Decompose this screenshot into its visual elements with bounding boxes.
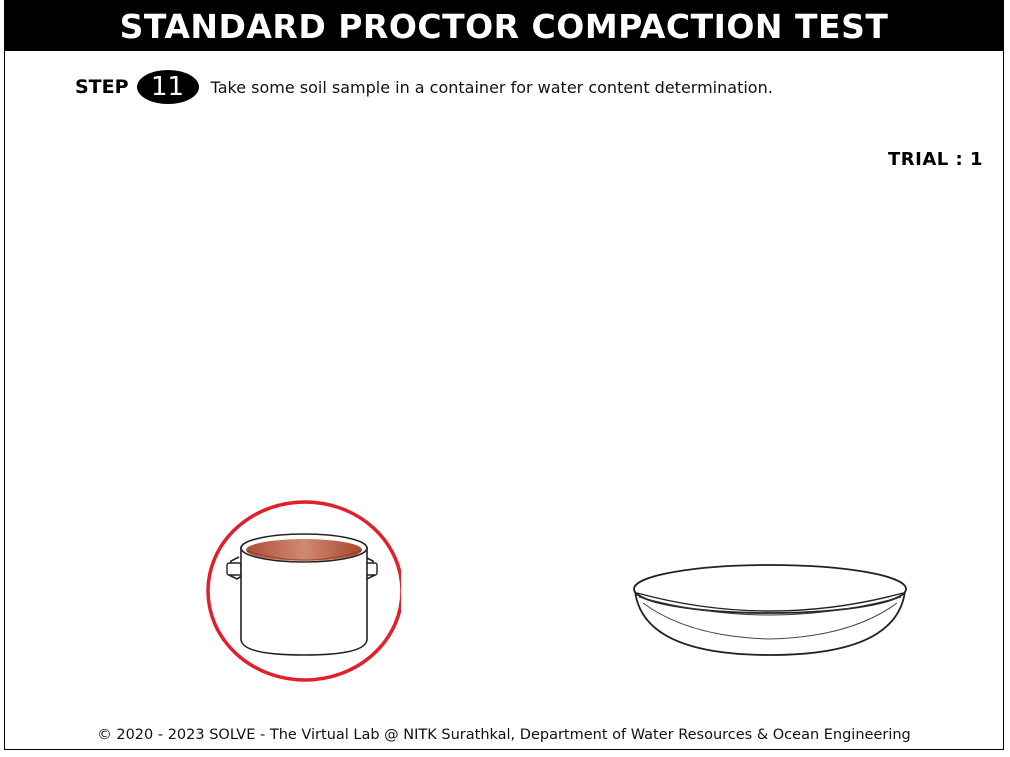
step-number-badge: 11 [136,70,199,104]
mixing-bowl[interactable] [629,557,911,661]
step-label: STEP [75,76,129,98]
lab-frame: STANDARD PROCTOR COMPACTION TEST STEP 11… [4,0,1004,750]
step-instruction-row: STEP 11 Take some soil sample in a conta… [75,69,773,105]
bowl-rim [633,564,907,614]
soil-container-icon[interactable] [201,499,404,685]
soil-container-button[interactable] [201,499,404,685]
container-body [240,547,368,656]
step-instruction-text: Take some soil sample in a container for… [210,77,773,97]
page-title: STANDARD PROCTOR COMPACTION TEST [5,1,1003,51]
mixing-bowl-icon[interactable] [629,557,911,661]
trial-indicator: TRIAL : 1 [888,149,983,170]
copyright-footer: © 2020 - 2023 SOLVE - The Virtual Lab @ … [97,727,911,743]
soil-fill [246,539,362,561]
